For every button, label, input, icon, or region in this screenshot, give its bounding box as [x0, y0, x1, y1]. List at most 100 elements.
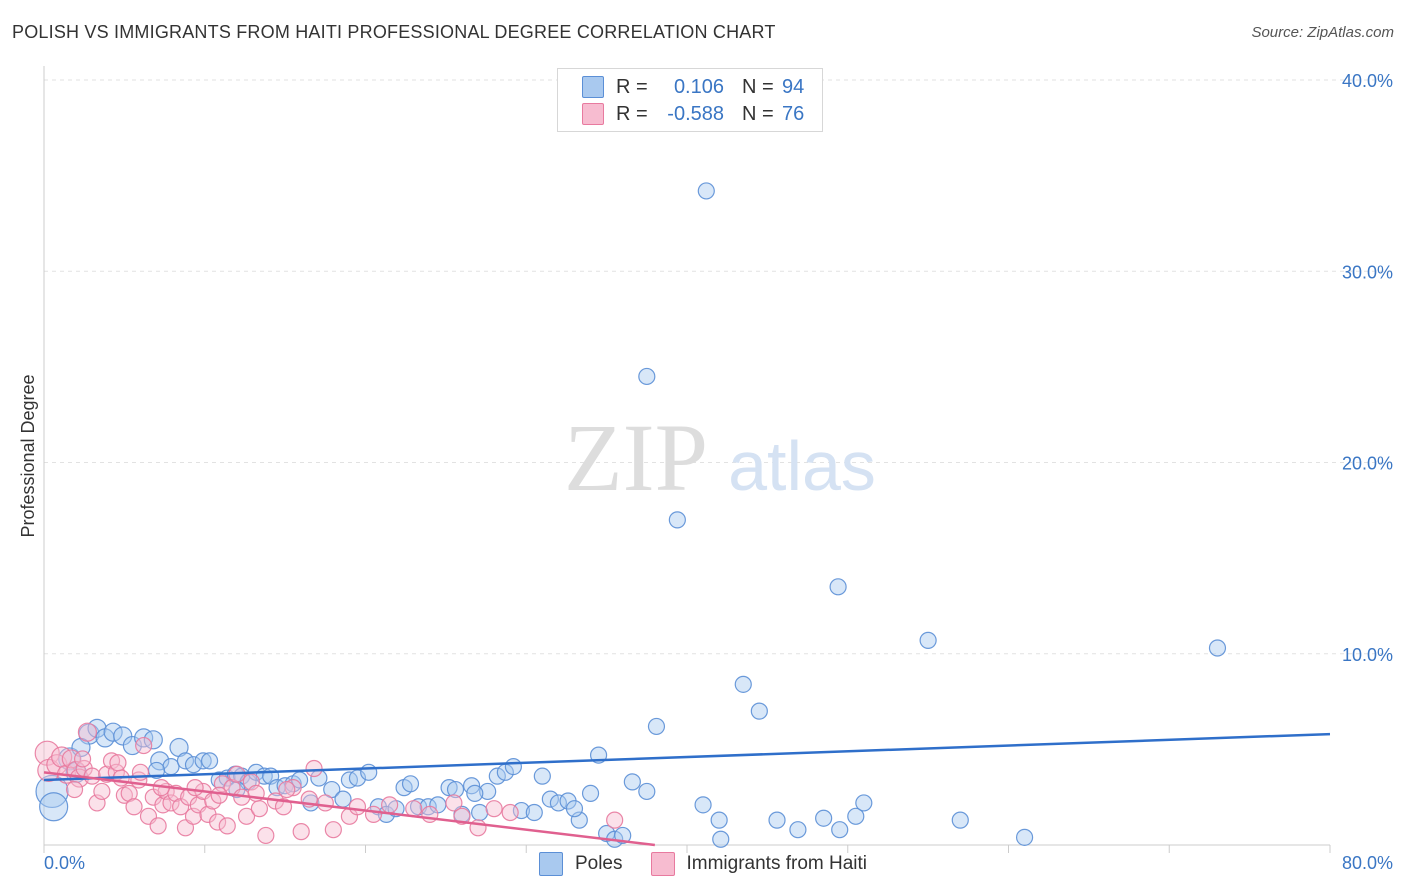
data-point — [149, 817, 167, 835]
grid-lines — [44, 79, 1392, 655]
haiti-swatch — [582, 103, 604, 125]
data-point — [35, 774, 69, 809]
data-point — [614, 826, 632, 845]
y-tick-label: 40.0% — [1342, 71, 1393, 91]
legend-label-poles: Poles — [574, 853, 623, 874]
trend-lines — [43, 732, 1331, 847]
data-point — [541, 790, 559, 808]
y-tick-label: 30.0% — [1342, 262, 1393, 282]
data-point — [831, 821, 849, 839]
tick-labels: 10.0% 20.0% 30.0% 40.0% 0.0% 80.0% — [44, 71, 1393, 873]
data-point — [103, 722, 123, 742]
data-point — [176, 752, 195, 770]
data-point — [278, 780, 296, 799]
legend-item-poles: Poles — [538, 852, 623, 876]
watermark: ZIP atlas — [564, 404, 876, 511]
source-label: Source: ZipAtlas.com — [1251, 24, 1394, 41]
data-point — [184, 756, 203, 774]
r-label: R = — [616, 75, 648, 98]
legend-item-haiti: Immigrants from Haiti — [650, 852, 868, 876]
data-point — [479, 782, 497, 801]
data-point — [647, 717, 666, 736]
data-point — [109, 754, 127, 772]
data-point — [405, 800, 423, 818]
data-point — [855, 794, 873, 812]
data-point — [316, 794, 334, 812]
r-value: 0.106 — [673, 75, 724, 98]
data-point — [466, 784, 484, 802]
data-point — [250, 800, 269, 818]
data-point — [364, 805, 383, 824]
chart-title: POLISH VS IMMIGRANTS FROM HAITI PROFESSI… — [12, 22, 776, 42]
n-label: N = — [742, 75, 774, 98]
data-point — [488, 767, 506, 785]
axes — [43, 66, 1331, 853]
data-point — [200, 752, 219, 770]
data-point — [77, 722, 98, 742]
y-tick-label: 20.0% — [1342, 454, 1393, 474]
data-point — [623, 773, 641, 791]
data-point — [194, 752, 212, 770]
n-value: 94 — [782, 75, 805, 98]
data-point — [453, 807, 471, 825]
watermark-zip: ZIP — [564, 404, 708, 511]
data-point — [87, 718, 107, 738]
data-points — [34, 182, 1227, 848]
data-point — [237, 807, 256, 825]
n-value: 76 — [782, 102, 805, 125]
data-point — [789, 821, 807, 839]
data-point — [348, 798, 367, 816]
data-point — [381, 796, 399, 814]
poles-points — [35, 182, 1227, 848]
data-point — [257, 826, 275, 845]
legend-row-haiti: R = -0.588 N = 76 — [582, 102, 804, 126]
data-point — [401, 775, 420, 793]
data-point — [1015, 828, 1034, 846]
data-point — [210, 786, 228, 804]
data-point — [120, 784, 138, 802]
data-point — [446, 780, 465, 799]
data-point — [710, 811, 728, 829]
n-label: N = — [742, 102, 774, 125]
data-point — [360, 763, 378, 781]
data-point — [606, 811, 624, 829]
data-point — [73, 750, 92, 768]
data-point — [697, 182, 715, 200]
data-point — [750, 702, 768, 720]
poles-legend-swatch — [538, 852, 563, 876]
poles-swatch — [582, 76, 604, 98]
data-point — [565, 800, 584, 818]
data-point — [274, 798, 293, 816]
data-point — [847, 807, 865, 825]
data-point — [162, 757, 180, 776]
haiti-legend-swatch — [650, 852, 675, 876]
data-point — [39, 792, 69, 822]
data-point — [135, 736, 153, 755]
data-point — [186, 779, 204, 797]
data-point — [694, 796, 712, 814]
data-point — [284, 779, 302, 797]
haiti-trend-line — [43, 771, 655, 847]
data-point — [638, 782, 656, 801]
data-point — [504, 757, 522, 776]
data-point — [143, 730, 163, 750]
data-point — [951, 811, 969, 829]
legend-label-haiti: Immigrants from Haiti — [686, 853, 868, 874]
legend-row-poles: R = 0.106 N = 94 — [582, 75, 804, 99]
data-point — [485, 800, 503, 818]
data-point — [471, 803, 489, 822]
data-point — [93, 782, 111, 801]
y-tick-label: 10.0% — [1342, 645, 1393, 665]
correlation-legend: R = 0.106 N = 94 R = -0.588 N = 76 — [557, 68, 823, 132]
data-point — [581, 784, 600, 802]
data-point — [734, 675, 752, 693]
data-point — [668, 511, 686, 529]
data-point — [292, 823, 310, 841]
data-point — [218, 817, 236, 835]
data-point — [125, 798, 143, 816]
watermark-atlas: atlas — [728, 427, 876, 505]
x-tick-label: 80.0% — [1342, 853, 1393, 873]
data-point — [712, 830, 730, 848]
data-point — [638, 367, 656, 386]
y-axis-label: Professional Degree — [18, 374, 38, 537]
